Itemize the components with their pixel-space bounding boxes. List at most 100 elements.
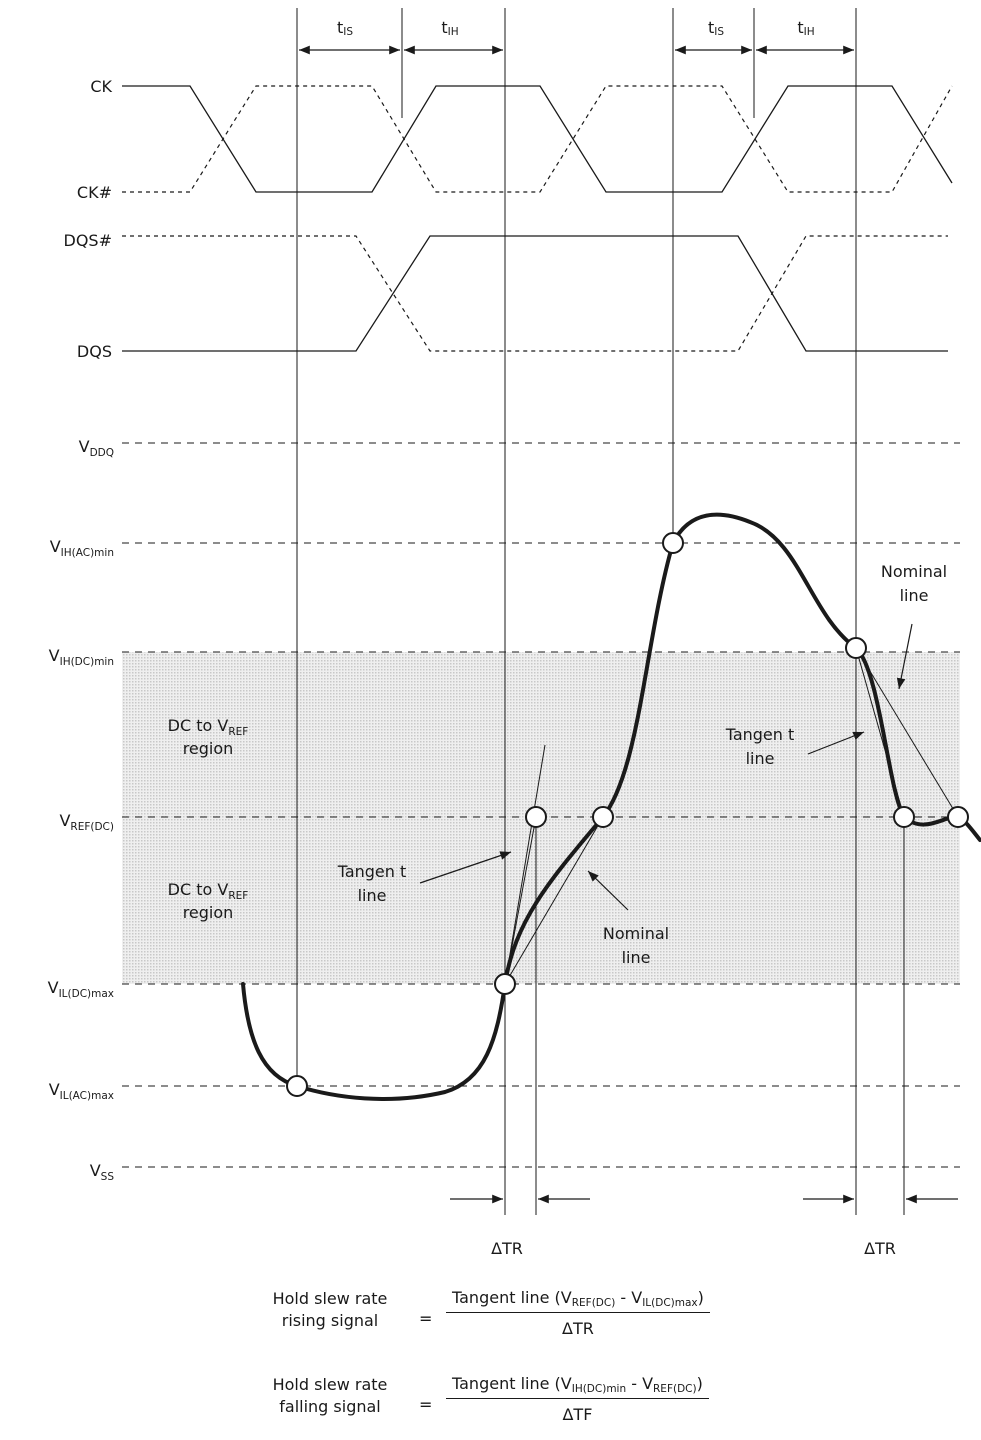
nominal-left-pointer bbox=[587, 870, 629, 911]
upper-region-sub: REF bbox=[228, 726, 248, 738]
tis-label-2: tIS bbox=[708, 18, 724, 38]
delta-tr-left-label: ΔTR bbox=[491, 1239, 523, 1258]
ck-waveform bbox=[122, 85, 953, 193]
falling-fraction: Tangent line (VIH(DC)min - VREF(DC)) ΔTF bbox=[446, 1374, 709, 1424]
marker-vref-tangent-right bbox=[893, 806, 915, 828]
dc-to-vref-region-lower bbox=[122, 817, 960, 984]
tis-label-2-main: t bbox=[708, 18, 714, 37]
tih-label-2-main: t bbox=[797, 18, 803, 37]
vih-dc-label: VIH(DC)min bbox=[49, 646, 114, 668]
tangent-right-label-line2: line bbox=[746, 749, 775, 768]
tih-label-2: tIH bbox=[797, 18, 814, 38]
tangent-line-left-a bbox=[504, 744, 546, 985]
vih-ac-label: VIH(AC)min bbox=[50, 537, 114, 559]
vss-label: VSS bbox=[90, 1161, 115, 1183]
ck-n-waveform bbox=[122, 85, 953, 193]
rising-num-sub2: IL(DC)max bbox=[642, 1297, 698, 1309]
tangent-left-label-line1: Tangen t bbox=[337, 862, 407, 881]
vddq-label: VDDQ bbox=[79, 437, 114, 459]
vih-dc-label-main: V bbox=[49, 646, 60, 665]
tih-label-1: tIH bbox=[441, 18, 458, 38]
dc-to-vref-region-upper bbox=[122, 652, 960, 817]
dqs-n-waveform bbox=[122, 235, 948, 352]
vih-ac-label-sub: IH(AC)min bbox=[61, 547, 114, 559]
nominal-line-left bbox=[504, 816, 604, 985]
upper-region-prefix: DC to V bbox=[168, 716, 229, 735]
vref-label-main: V bbox=[59, 811, 70, 830]
falling-num-suffix: ) bbox=[696, 1374, 703, 1393]
lower-region-label-line1: DC to VREF bbox=[168, 880, 249, 902]
tih-label-1-sub: IH bbox=[448, 26, 459, 38]
falling-num-sub2: REF(DC) bbox=[653, 1383, 697, 1395]
rising-label-line2: rising signal bbox=[281, 1311, 379, 1330]
ck-label: CK bbox=[90, 77, 112, 96]
nominal-left-label-line1: Nominal bbox=[603, 924, 669, 943]
marker-vref-nominal-right bbox=[947, 806, 969, 828]
falling-equation-label: Hold slew rate falling signal bbox=[250, 1374, 410, 1418]
rising-denominator: ΔTR bbox=[562, 1319, 594, 1338]
nominal-right-label-line2: line bbox=[900, 586, 929, 605]
nominal-line-right bbox=[855, 647, 959, 818]
rising-num-sub1: REF(DC) bbox=[571, 1297, 616, 1309]
falling-numerator: Tangent line (VIH(DC)min - VREF(DC)) bbox=[446, 1374, 709, 1395]
vss-label-main: V bbox=[90, 1161, 101, 1180]
tis-label-1: tIS bbox=[337, 18, 353, 38]
upper-region-label-line2: region bbox=[183, 739, 234, 758]
vref-label-sub: REF(DC) bbox=[70, 821, 114, 833]
crossing-markers bbox=[286, 532, 969, 1097]
tangent-left-label-line2: line bbox=[358, 886, 387, 905]
nominal-left-label-line2: line bbox=[622, 948, 651, 967]
tis-label-1-main: t bbox=[337, 18, 343, 37]
vil-dc-label-main: V bbox=[48, 978, 59, 997]
rising-equation-label: Hold slew rate rising signal bbox=[250, 1288, 410, 1332]
tangent-left-pointer bbox=[419, 851, 512, 884]
rising-fraction-bar bbox=[446, 1312, 710, 1313]
ck-n-label: CK# bbox=[77, 183, 112, 202]
falling-equals-sign: = bbox=[419, 1395, 433, 1414]
falling-num-mid: - V bbox=[626, 1374, 654, 1393]
lower-region-sub: REF bbox=[228, 890, 248, 902]
tis-label-1-sub: IS bbox=[343, 26, 353, 38]
tangent-right-label-line1: Tangen t bbox=[725, 725, 795, 744]
vref-label: VREF(DC) bbox=[59, 811, 114, 833]
marker-vih-dc bbox=[845, 637, 867, 659]
vil-ac-label-sub: IL(AC)max bbox=[60, 1090, 114, 1102]
rising-num-suffix: ) bbox=[697, 1288, 704, 1307]
marker-vref-tangent-left bbox=[525, 806, 547, 828]
dqs-n-label: DQS# bbox=[64, 231, 112, 250]
tis-label-2-sub: IS bbox=[714, 26, 724, 38]
vss-label-sub: SS bbox=[101, 1171, 115, 1183]
annotation-arrows bbox=[419, 623, 958, 1204]
rising-num-mid: - V bbox=[615, 1288, 643, 1307]
lower-region-label-line2: region bbox=[183, 903, 234, 922]
dqs-label: DQS bbox=[77, 342, 112, 361]
rising-num-prefix: Tangent line (V bbox=[452, 1288, 572, 1307]
vil-dc-label: VIL(DC)max bbox=[48, 978, 114, 1000]
marker-vih-ac bbox=[662, 532, 684, 554]
vddq-label-sub: DDQ bbox=[90, 447, 114, 459]
dqs-waveform bbox=[122, 235, 948, 352]
upper-region-label-line1: DC to VREF bbox=[168, 716, 249, 738]
vil-ac-label: VIL(AC)max bbox=[49, 1080, 114, 1102]
falling-label-line1: Hold slew rate bbox=[272, 1375, 388, 1394]
rising-equals-sign: = bbox=[419, 1309, 433, 1328]
tih-label-1-main: t bbox=[441, 18, 447, 37]
marker-vil-ac bbox=[286, 1075, 308, 1097]
vil-dc-label-sub: IL(DC)max bbox=[59, 988, 114, 1000]
input-signal-curve bbox=[241, 512, 981, 1101]
marker-vil-dc bbox=[494, 973, 516, 995]
delta-tr-right-label: ΔTR bbox=[864, 1239, 896, 1258]
vih-dc-label-sub: IH(DC)min bbox=[60, 656, 114, 668]
marker-vref-nominal-left bbox=[592, 806, 614, 828]
nominal-right-pointer bbox=[896, 623, 913, 690]
falling-num-prefix: Tangent line (V bbox=[452, 1374, 572, 1393]
vih-ac-label-main: V bbox=[50, 537, 61, 556]
falling-num-sub1: IH(DC)min bbox=[571, 1383, 627, 1395]
vddq-label-main: V bbox=[79, 437, 90, 456]
rising-fraction: Tangent line (VREF(DC) - VIL(DC)max) ΔTR bbox=[446, 1288, 710, 1338]
rising-label-line1: Hold slew rate bbox=[272, 1289, 388, 1308]
tih-label-2-sub: IH bbox=[804, 26, 815, 38]
falling-denominator: ΔTF bbox=[562, 1405, 593, 1424]
nominal-right-label-line1: Nominal bbox=[881, 562, 947, 581]
